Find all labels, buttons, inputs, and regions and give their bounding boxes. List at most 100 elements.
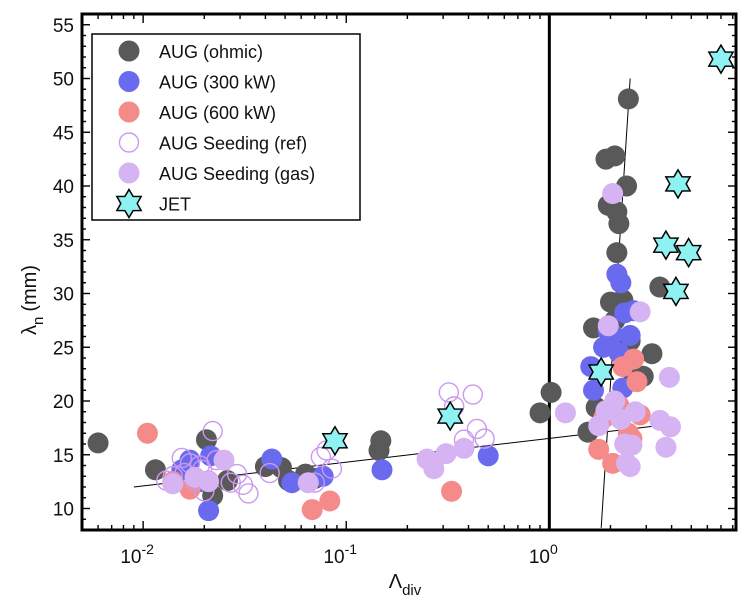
data-point bbox=[462, 384, 484, 405]
y-tick-label: 15 bbox=[53, 446, 74, 467]
data-point bbox=[198, 500, 220, 522]
series-4 bbox=[156, 382, 495, 504]
data-point bbox=[606, 242, 628, 264]
legend-marker bbox=[118, 71, 140, 92]
data-point bbox=[213, 449, 235, 471]
legend-marker bbox=[115, 188, 143, 219]
legend-label: AUG (600 kW) bbox=[159, 103, 276, 123]
data-point bbox=[319, 490, 341, 512]
legend-label: AUG (300 kW) bbox=[159, 73, 276, 93]
tick-labels: 10 15 20 25 30 35 40 45 50 55 10-2 10-1 100 bbox=[53, 16, 558, 568]
data-point bbox=[619, 324, 641, 346]
data-point bbox=[301, 499, 323, 521]
data-point bbox=[617, 88, 639, 110]
legend-marker bbox=[118, 40, 140, 62]
data-point bbox=[621, 434, 643, 456]
data-point bbox=[652, 229, 680, 261]
data-point bbox=[608, 213, 630, 235]
x-axis-label-main: Λ bbox=[389, 571, 403, 593]
y-axis-label: λn (mm) bbox=[19, 265, 47, 335]
data-point bbox=[202, 420, 223, 442]
y-tick-label: 45 bbox=[53, 123, 74, 144]
x-tick-label: 100 bbox=[529, 541, 558, 568]
x-tick-label: 10-2 bbox=[120, 541, 154, 568]
data-point bbox=[370, 430, 392, 452]
y-tick-label: 50 bbox=[53, 70, 74, 91]
data-point bbox=[610, 272, 632, 294]
data-point bbox=[623, 348, 645, 370]
y-tick-label: 20 bbox=[53, 392, 74, 413]
data-point bbox=[675, 237, 703, 269]
legend-marker bbox=[118, 101, 140, 123]
data-point bbox=[540, 381, 562, 403]
data-point bbox=[438, 382, 460, 403]
data-point bbox=[441, 480, 463, 502]
legend-label: AUG (ohmic) bbox=[159, 42, 263, 62]
legend-label: JET bbox=[159, 195, 191, 215]
data-point bbox=[226, 463, 248, 485]
data-point bbox=[281, 472, 303, 494]
data-point bbox=[477, 445, 499, 467]
data-point bbox=[619, 456, 641, 478]
data-point bbox=[198, 471, 220, 493]
data-point bbox=[597, 315, 619, 337]
data-point bbox=[588, 438, 610, 460]
data-point bbox=[602, 183, 624, 205]
data-point bbox=[435, 443, 457, 465]
y-tick-label: 55 bbox=[53, 16, 74, 37]
data-point bbox=[310, 446, 332, 468]
data-point bbox=[624, 401, 646, 423]
data-point bbox=[136, 422, 158, 444]
series-5 bbox=[162, 183, 682, 495]
legend-label: AUG Seeding (ref) bbox=[159, 134, 307, 154]
x-axis-label-sub: div bbox=[402, 582, 422, 599]
data-point bbox=[371, 459, 393, 481]
data-point bbox=[655, 436, 677, 458]
data-point bbox=[195, 429, 217, 451]
y-axis-label-sub: n bbox=[30, 317, 47, 325]
y-tick-label: 30 bbox=[53, 285, 74, 306]
data-point bbox=[583, 379, 605, 401]
data-point bbox=[707, 43, 735, 75]
legend-marker bbox=[118, 132, 140, 153]
data-point bbox=[297, 472, 319, 494]
data-point bbox=[259, 462, 280, 484]
data-point bbox=[658, 366, 680, 388]
data-point bbox=[321, 425, 349, 457]
x-tick-label: 10-1 bbox=[323, 541, 357, 568]
legend-box bbox=[91, 33, 361, 221]
y-axis-label-units: (mm) bbox=[19, 265, 41, 312]
data-point bbox=[423, 458, 445, 480]
data-point bbox=[162, 473, 184, 495]
data-point bbox=[261, 448, 283, 470]
data-point bbox=[87, 432, 109, 454]
data-points-layer bbox=[87, 43, 735, 522]
data-point bbox=[436, 400, 464, 432]
data-point bbox=[604, 145, 626, 167]
x-axis-label: Λdiv bbox=[389, 571, 422, 599]
legend: AUG (ohmic) AUG (300 kW) AUG (600 kW) AUG S… bbox=[91, 33, 361, 221]
y-tick-label: 40 bbox=[53, 177, 74, 198]
data-point bbox=[529, 402, 551, 424]
series-6 bbox=[321, 43, 735, 457]
legend-label: AUG Seeding (gas) bbox=[159, 164, 315, 184]
data-point bbox=[453, 437, 475, 459]
data-point bbox=[238, 483, 259, 504]
data-point bbox=[629, 301, 651, 323]
y-tick-label: 10 bbox=[53, 500, 74, 521]
legend-marker bbox=[118, 162, 140, 184]
data-point bbox=[144, 459, 166, 481]
data-point bbox=[587, 356, 615, 388]
data-point bbox=[321, 458, 343, 479]
data-point bbox=[626, 371, 648, 393]
data-point bbox=[649, 276, 671, 298]
data-point bbox=[554, 402, 576, 424]
data-point bbox=[474, 428, 495, 449]
data-point bbox=[664, 168, 692, 200]
axes bbox=[80, 12, 738, 532]
y-axis-label-main: λ bbox=[19, 325, 41, 335]
data-point bbox=[660, 416, 682, 438]
y-tick-label: 25 bbox=[53, 338, 74, 359]
data-point bbox=[662, 275, 690, 307]
